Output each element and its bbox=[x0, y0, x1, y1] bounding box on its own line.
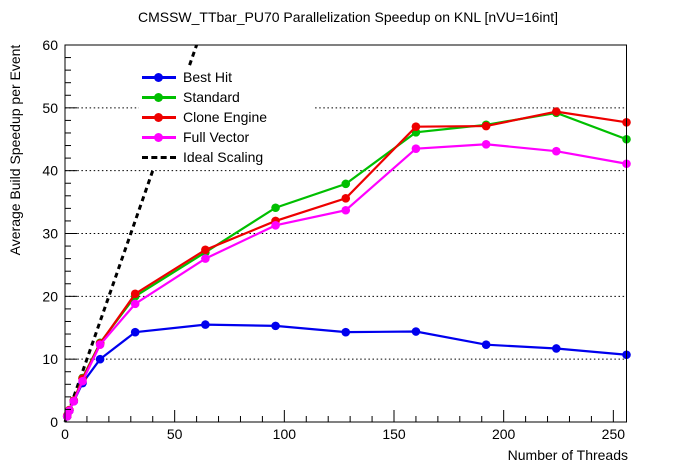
data-point-full-vector bbox=[65, 406, 74, 415]
series-best-hit bbox=[62, 320, 631, 421]
gridlines bbox=[65, 107, 627, 360]
legend-marker-clone-engine bbox=[142, 111, 176, 124]
data-point-best-hit bbox=[95, 354, 105, 364]
data-point-best-hit bbox=[341, 327, 351, 337]
legend-label-clone-engine: Clone Engine bbox=[183, 109, 268, 125]
data-point-standard bbox=[271, 203, 280, 213]
x-tick-label: 250 bbox=[602, 426, 626, 442]
legend-item-full-vector: Full Vector bbox=[139, 128, 313, 146]
data-point-clone-engine bbox=[411, 122, 421, 131]
legend-marker-ideal-scaling bbox=[142, 151, 176, 164]
y-tick-label: 10 bbox=[42, 351, 58, 367]
legend: Best Hit Standard Clone Engine Full Vect… bbox=[139, 66, 313, 168]
legend-label-full-vector: Full Vector bbox=[183, 129, 250, 145]
data-point-best-hit bbox=[411, 327, 421, 336]
data-point-full-vector bbox=[411, 144, 421, 153]
y-tick-label: 50 bbox=[42, 100, 58, 116]
x-tick-label: 0 bbox=[61, 426, 69, 442]
data-point-best-hit bbox=[271, 321, 280, 331]
data-point-full-vector bbox=[271, 221, 280, 230]
legend-item-ideal-scaling: Ideal Scaling bbox=[139, 148, 313, 166]
y-tick-label: 20 bbox=[42, 288, 58, 304]
x-tick-label: 50 bbox=[167, 426, 183, 442]
y-tick-label: 30 bbox=[42, 226, 58, 242]
legend-item-clone-engine: Clone Engine bbox=[139, 108, 313, 126]
data-point-best-hit bbox=[201, 320, 210, 329]
x-tick-label: 100 bbox=[273, 426, 297, 442]
reference-line-ideal-scaling bbox=[63, 44, 199, 423]
y-tick-label: 40 bbox=[42, 163, 58, 179]
legend-item-best-hit: Best Hit bbox=[139, 68, 313, 86]
legend-label-ideal-scaling: Ideal Scaling bbox=[183, 149, 264, 165]
data-point-full-vector bbox=[95, 340, 105, 350]
data-point-best-hit bbox=[130, 327, 140, 337]
data-point-best-hit bbox=[552, 344, 561, 353]
y-axis: 0 10 20 30 40 50 60 bbox=[42, 37, 77, 430]
y-tick-label: 0 bbox=[50, 414, 58, 430]
legend-item-standard: Standard bbox=[139, 88, 313, 106]
data-point-full-vector bbox=[552, 146, 561, 156]
legend-label-standard: Standard bbox=[183, 89, 240, 105]
legend-marker-standard bbox=[142, 91, 176, 104]
x-tick-label: 150 bbox=[382, 426, 406, 442]
x-axis: 0 50 100 150 200 250 bbox=[61, 410, 625, 442]
y-axis-title: Average Build Speedup per Event bbox=[7, 44, 23, 256]
x-axis-title: Number of Threads bbox=[507, 447, 628, 463]
data-point-full-vector bbox=[481, 139, 491, 149]
series-line-best-hit bbox=[66, 323, 627, 417]
plot-title: CMSSW_TTbar_PU70 Parallelization Speedup… bbox=[137, 9, 559, 25]
data-point-full-vector bbox=[78, 376, 87, 386]
data-point-clone-engine bbox=[481, 121, 491, 131]
series-full-vector bbox=[62, 139, 631, 421]
y-tick-label: 60 bbox=[42, 37, 58, 53]
data-point-clone-engine bbox=[201, 245, 210, 255]
legend-label-best-hit: Best Hit bbox=[183, 69, 233, 85]
data-point-full-vector bbox=[130, 299, 140, 309]
data-point-clone-engine bbox=[130, 289, 140, 299]
data-point-full-vector bbox=[341, 205, 351, 215]
data-point-best-hit bbox=[481, 340, 491, 350]
data-point-full-vector bbox=[201, 254, 210, 263]
data-point-full-vector bbox=[69, 396, 79, 406]
data-point-clone-engine bbox=[341, 194, 351, 203]
data-point-clone-engine bbox=[552, 107, 561, 116]
x-tick-label: 200 bbox=[492, 426, 516, 442]
legend-marker-full-vector bbox=[142, 131, 176, 144]
data-point-standard bbox=[341, 179, 351, 189]
legend-marker-best-hit bbox=[142, 71, 176, 84]
